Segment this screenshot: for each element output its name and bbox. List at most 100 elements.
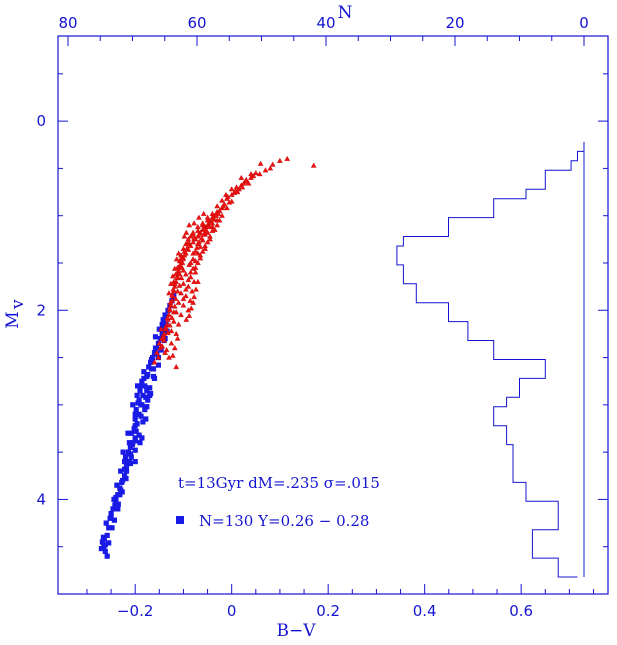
red-triangle-point — [192, 248, 199, 254]
red-triangle-point — [167, 299, 174, 305]
red-triangle-point — [175, 321, 182, 327]
red-triangle-point — [151, 359, 158, 365]
y-tick-label: 2 — [36, 301, 46, 319]
red-triangle-point — [240, 180, 247, 186]
red-triangle-point — [180, 295, 187, 301]
red-triangle-point — [257, 160, 264, 166]
red-triangle-point — [204, 214, 211, 220]
red-triangle-point — [223, 191, 229, 197]
blue-square-point — [103, 520, 109, 526]
blue-square-point — [148, 390, 154, 397]
red-triangle-point — [166, 290, 172, 296]
red-triangle-point — [174, 288, 181, 294]
red-triangle-point — [252, 170, 259, 176]
blue-square-point — [115, 501, 121, 507]
x-tick-label: 0.2 — [316, 602, 340, 620]
red-triangle-point — [267, 165, 274, 171]
red-triangle-point — [195, 227, 201, 233]
red-triangle-point — [176, 271, 183, 277]
red-triangle-point — [191, 278, 197, 284]
red-triangle-point — [238, 174, 245, 180]
x-tick-label: −0.2 — [117, 602, 153, 620]
y-tick-label: 4 — [36, 490, 46, 508]
blue-square-point — [160, 317, 166, 323]
blue-square-point — [139, 402, 145, 408]
red-triangle-point — [166, 354, 172, 360]
red-triangle-point — [189, 288, 195, 294]
blue-square-point — [136, 432, 142, 438]
red-triangle-point — [168, 340, 175, 346]
red-triangle-point — [209, 210, 216, 216]
red-triangle-point — [213, 212, 220, 218]
blue-square-point — [152, 334, 159, 340]
red-triangle-point — [164, 314, 171, 320]
red-triangle-point — [181, 252, 188, 258]
red-triangle-point — [168, 328, 175, 334]
blue-square-point — [106, 525, 112, 531]
red-triangle-point — [220, 203, 226, 209]
blue-square-point — [98, 546, 104, 552]
blue-square-point — [99, 539, 105, 545]
blue-square-point — [140, 419, 146, 425]
red-triangle-point — [197, 243, 204, 249]
red-triangle-point — [178, 263, 185, 269]
y-axis-title: M v — [3, 299, 28, 329]
red-triangle-point — [169, 314, 175, 320]
blue-square-point — [132, 459, 138, 465]
red-triangle-point — [170, 286, 177, 292]
blue-square-point — [113, 494, 119, 501]
red-triangle-point — [214, 203, 221, 209]
red-triangle-point — [209, 227, 216, 233]
red-triangle-point — [184, 244, 191, 250]
red-triangle-point — [187, 269, 194, 275]
blue-square-point — [144, 404, 150, 410]
red-triangle-point — [198, 235, 205, 241]
blue-square-point — [156, 326, 162, 332]
red-triangle-point — [183, 286, 189, 292]
red-triangle-point — [175, 299, 182, 305]
x-tick-label: 0.4 — [413, 602, 437, 620]
red-triangle-point — [170, 318, 177, 324]
blue-square-point — [132, 435, 138, 441]
top-tick-label: 40 — [316, 14, 335, 32]
blue-square-point — [131, 425, 137, 432]
y-tick-label: 0 — [36, 112, 46, 130]
red-triangle-point — [256, 171, 263, 177]
red-triangle-point — [186, 222, 193, 228]
red-triangle-point — [228, 198, 235, 204]
red-triangle-point — [200, 210, 207, 216]
blue-square-point — [119, 489, 125, 495]
blue-square-point — [141, 375, 147, 381]
blue-square-point — [119, 479, 125, 485]
red-triangle-point — [173, 256, 180, 262]
blue-square-point — [133, 428, 139, 434]
red-triangle-point — [159, 343, 166, 349]
red-triangle-point — [196, 214, 202, 220]
red-triangle-point — [202, 245, 208, 251]
blue-square-point — [135, 383, 141, 389]
y-axis-title-sub: v — [8, 299, 28, 310]
histogram-steps — [396, 141, 585, 578]
red-triangle-point — [185, 239, 192, 245]
red-triangle-point — [200, 225, 207, 231]
blue-square-point — [142, 383, 148, 389]
red-triangle-point — [180, 267, 187, 273]
blue-square-point — [147, 385, 153, 391]
red-triangle-point — [284, 155, 291, 161]
red-triangle-point — [172, 295, 179, 301]
red-triangle-point — [171, 280, 178, 286]
red-triangle-point — [180, 245, 187, 251]
histogram — [396, 141, 585, 578]
blue-square-point — [117, 485, 123, 491]
red-triangle-point — [187, 233, 194, 239]
red-triangle-point — [193, 286, 199, 292]
red-triangle-point — [207, 236, 213, 242]
blue-square-point — [101, 536, 107, 542]
top-tick-label: 20 — [445, 14, 464, 32]
blue-square-point — [127, 451, 133, 457]
red-triangle-point — [173, 330, 180, 336]
red-triangle-point — [180, 302, 187, 308]
red-triangle-point — [173, 363, 180, 370]
blue-square-point — [117, 492, 123, 498]
red-triangle-point — [204, 239, 211, 245]
